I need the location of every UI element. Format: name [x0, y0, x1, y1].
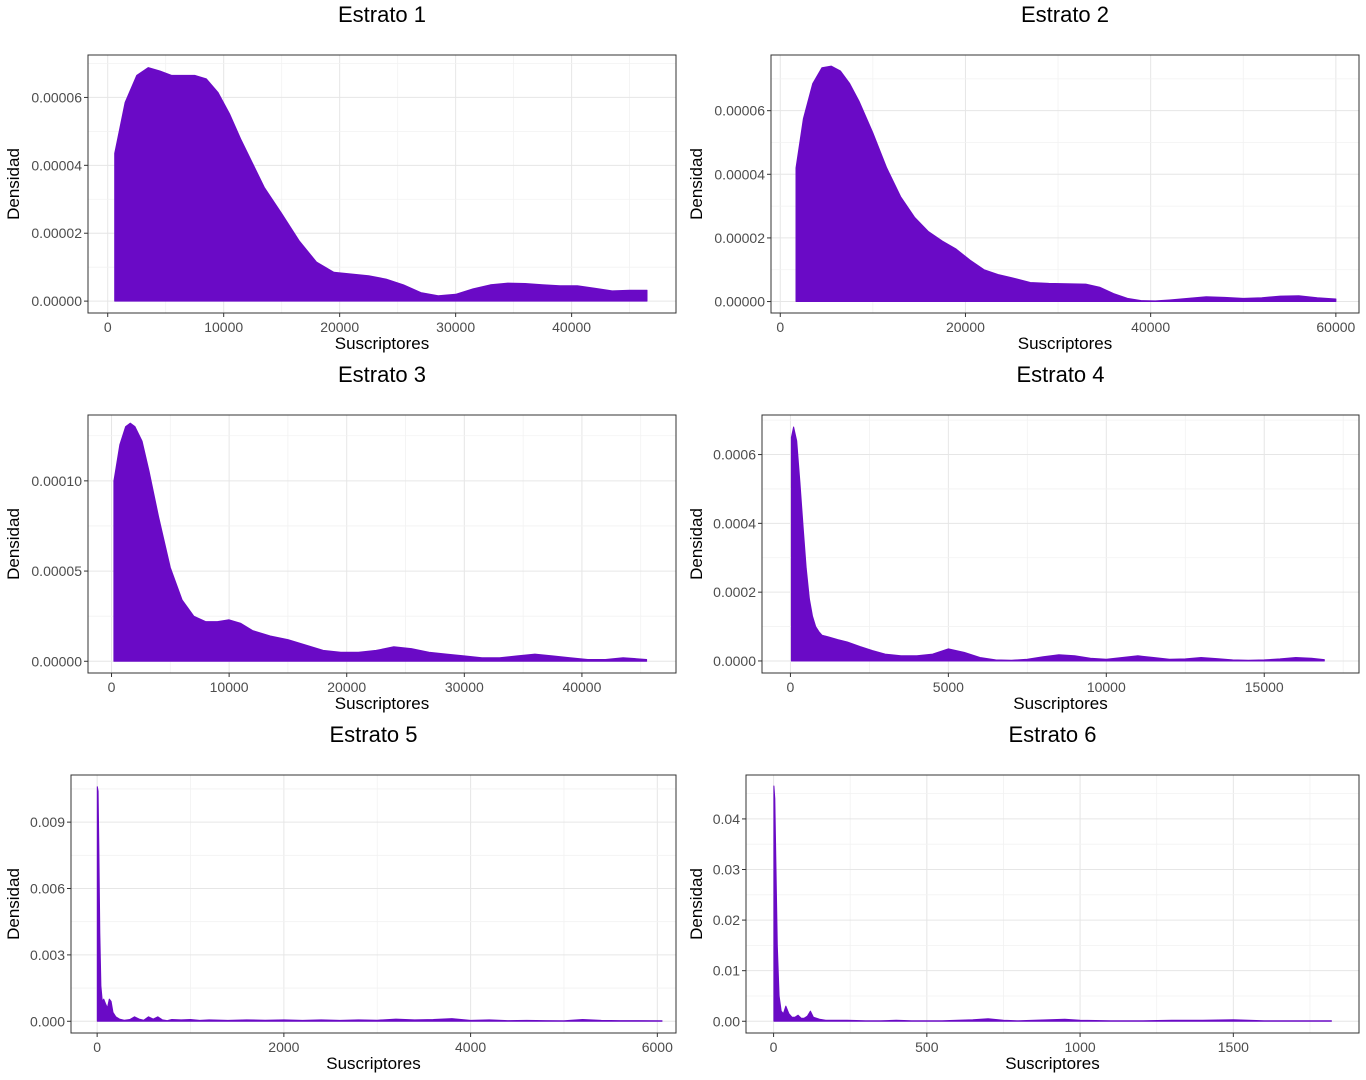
x-tick-label: 0: [108, 679, 116, 695]
x-axis-label: Suscriptores: [1013, 694, 1107, 713]
y-axis-label: Densidad: [687, 508, 706, 580]
y-tick-label: 0.0004: [713, 515, 756, 531]
chart-svg: 0 5000 10000 15000 0.0000 0.0002 0.0004 0.0006 S…: [687, 414, 1360, 713]
y-tick-label: 0.00: [713, 1013, 740, 1029]
panel-border: [770, 54, 1360, 314]
y-tick-label: 0.00010: [31, 473, 82, 489]
panel-border: [87, 414, 677, 674]
x-tick-label: 20000: [327, 679, 366, 695]
y-axis-label: Densidad: [4, 508, 23, 580]
y-tick-label: 0.000: [30, 1013, 65, 1029]
x-tick-label: 20000: [946, 319, 985, 335]
x-tick-label: 0: [93, 1039, 101, 1055]
x-axis-label: Suscriptores: [1018, 334, 1112, 353]
x-axis-label: Suscriptores: [335, 694, 429, 713]
density-area: [790, 426, 1325, 662]
x-tick-label: 10000: [210, 679, 249, 695]
panel-border: [87, 54, 677, 314]
y-axis-label: Densidad: [687, 868, 706, 940]
density-area: [113, 422, 648, 662]
chart-title: Estrato 1: [337, 2, 427, 27]
x-tick-label: 15000: [1245, 679, 1284, 695]
panel-border: [70, 774, 677, 1034]
y-tick-label: 0.00006: [714, 103, 765, 119]
chart-title: Estrato 3: [337, 362, 427, 387]
y-tick-label: 0.0000: [713, 653, 756, 669]
y-tick-label: 0.00006: [31, 89, 82, 105]
y-tick-label: 0.03: [713, 861, 740, 877]
chart-svg: 0 2000 4000 6000 0.000 0.003 0.006 0.009 Suscrip…: [4, 774, 677, 1073]
y-tick-label: 0.00002: [31, 225, 82, 241]
y-axis-label: Densidad: [4, 868, 23, 940]
y-tick-label: 0.01: [713, 963, 740, 979]
x-tick-label: 30000: [445, 679, 484, 695]
x-tick-label: 20000: [320, 319, 359, 335]
x-tick-label: 6000: [642, 1039, 673, 1055]
density-area: [773, 785, 1332, 1022]
y-tick-label: 0.00004: [31, 157, 82, 173]
y-tick-label: 0.00005: [31, 563, 82, 579]
x-tick-label: 0: [770, 1039, 778, 1055]
y-axis-label: Densidad: [4, 148, 23, 220]
chart-svg: 0 10000 20000 30000 40000 0.00000 0.00005 0.000…: [4, 414, 677, 713]
chart-panel: Estrato 5 0 2000 4000 6000 0.000 0.003 0.006 0.0…: [0, 720, 683, 1080]
y-tick-label: 0.0002: [713, 584, 756, 600]
x-tick-label: 30000: [436, 319, 475, 335]
x-axis-label: Suscriptores: [326, 1054, 420, 1073]
x-axis-label: Suscriptores: [1005, 1054, 1099, 1073]
x-tick-label: 5000: [933, 679, 964, 695]
chart-panel: Estrato 3 0 10000 20000 30000 40000 0.00000 0.0…: [0, 360, 683, 720]
y-axis-label: Densidad: [687, 148, 706, 220]
x-tick-label: 10000: [204, 319, 243, 335]
x-tick-label: 40000: [1131, 319, 1170, 335]
chart-title: Estrato 4: [1016, 362, 1105, 387]
x-tick-label: 40000: [552, 319, 591, 335]
y-tick-label: 0.02: [713, 912, 740, 928]
density-area: [795, 65, 1337, 302]
chart-panel: Estrato 6 0 500 1000 1500 0.00 0.01 0.02 0.03 0.0…: [683, 720, 1366, 1080]
chart-svg: 0 500 1000 1500 0.00 0.01 0.02 0.03 0.04 Suscript…: [687, 774, 1360, 1073]
chart-panel: Estrato 1 0 10000 20000 30000 40000 0.00000 0.0…: [0, 0, 683, 360]
chart-panel: Estrato 4 0 5000 10000 15000 0.0000 0.0002 0.00…: [683, 360, 1366, 720]
x-tick-label: 0: [776, 319, 784, 335]
x-tick-label: 0: [787, 679, 795, 695]
y-tick-label: 0.00000: [714, 294, 765, 310]
chart-panel: Estrato 2 0 20000 40000 60000 0.00000 0.00002 0…: [683, 0, 1366, 360]
y-tick-label: 0.00000: [31, 653, 82, 669]
y-tick-label: 0.0006: [713, 447, 756, 463]
x-tick-label: 500: [915, 1039, 939, 1055]
x-tick-label: 40000: [562, 679, 601, 695]
chart-title: Estrato 6: [1008, 722, 1097, 747]
x-tick-label: 1500: [1218, 1039, 1249, 1055]
y-tick-label: 0.00000: [31, 293, 82, 309]
chart-title: Estrato 5: [329, 722, 418, 747]
x-tick-label: 4000: [455, 1039, 486, 1055]
y-tick-label: 0.003: [30, 947, 65, 963]
chart-svg: 0 10000 20000 30000 40000 0.00000 0.00002 0.000…: [4, 54, 677, 353]
y-tick-label: 0.00004: [714, 166, 765, 182]
chart-title: Estrato 2: [1020, 2, 1110, 27]
x-tick-label: 1000: [1065, 1039, 1096, 1055]
x-tick-label: 2000: [268, 1039, 299, 1055]
y-tick-label: 0.009: [30, 814, 65, 830]
y-tick-label: 0.006: [30, 881, 65, 897]
panel-border: [761, 414, 1360, 674]
density-area: [96, 786, 663, 1022]
density-area: [114, 67, 648, 302]
x-axis-label: Suscriptores: [335, 334, 429, 353]
x-tick-label: 10000: [1087, 679, 1126, 695]
x-tick-label: 60000: [1316, 319, 1355, 335]
chart-svg: 0 20000 40000 60000 0.00000 0.00002 0.00004 0.0…: [687, 54, 1360, 353]
y-tick-label: 0.00002: [714, 230, 765, 246]
y-tick-label: 0.04: [713, 811, 740, 827]
x-tick-label: 0: [104, 319, 112, 335]
panel-border: [745, 774, 1360, 1034]
